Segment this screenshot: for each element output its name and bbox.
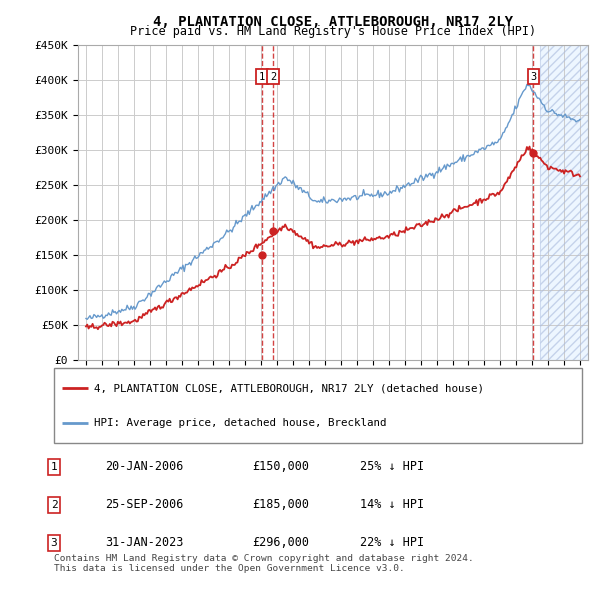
Text: 2: 2	[50, 500, 58, 510]
Text: 3: 3	[50, 537, 58, 548]
Text: Price paid vs. HM Land Registry's House Price Index (HPI): Price paid vs. HM Land Registry's House …	[130, 25, 536, 38]
Text: 4, PLANTATION CLOSE, ATTLEBOROUGH, NR17 2LY (detached house): 4, PLANTATION CLOSE, ATTLEBOROUGH, NR17 …	[94, 383, 484, 393]
Text: 1: 1	[50, 461, 58, 471]
Text: £150,000: £150,000	[252, 460, 309, 473]
Text: 3: 3	[530, 71, 536, 81]
Text: 4, PLANTATION CLOSE, ATTLEBOROUGH, NR17 2LY: 4, PLANTATION CLOSE, ATTLEBOROUGH, NR17 …	[153, 15, 513, 29]
Text: 2: 2	[270, 71, 276, 81]
Text: Contains HM Land Registry data © Crown copyright and database right 2024.: Contains HM Land Registry data © Crown c…	[54, 554, 474, 563]
Text: 22% ↓ HPI: 22% ↓ HPI	[360, 536, 424, 549]
Text: 1: 1	[259, 71, 265, 81]
Text: This data is licensed under the Open Government Licence v3.0.: This data is licensed under the Open Gov…	[54, 565, 405, 573]
Text: HPI: Average price, detached house, Breckland: HPI: Average price, detached house, Brec…	[94, 418, 386, 428]
Text: 31-JAN-2023: 31-JAN-2023	[105, 536, 184, 549]
Text: 20-JAN-2006: 20-JAN-2006	[105, 460, 184, 473]
Text: £185,000: £185,000	[252, 498, 309, 511]
Text: 14% ↓ HPI: 14% ↓ HPI	[360, 498, 424, 511]
Bar	[540, 45, 588, 360]
Text: 25% ↓ HPI: 25% ↓ HPI	[360, 460, 424, 473]
FancyBboxPatch shape	[54, 368, 582, 443]
Text: £296,000: £296,000	[252, 536, 309, 549]
Bar	[540, 45, 588, 360]
Text: 25-SEP-2006: 25-SEP-2006	[105, 498, 184, 511]
